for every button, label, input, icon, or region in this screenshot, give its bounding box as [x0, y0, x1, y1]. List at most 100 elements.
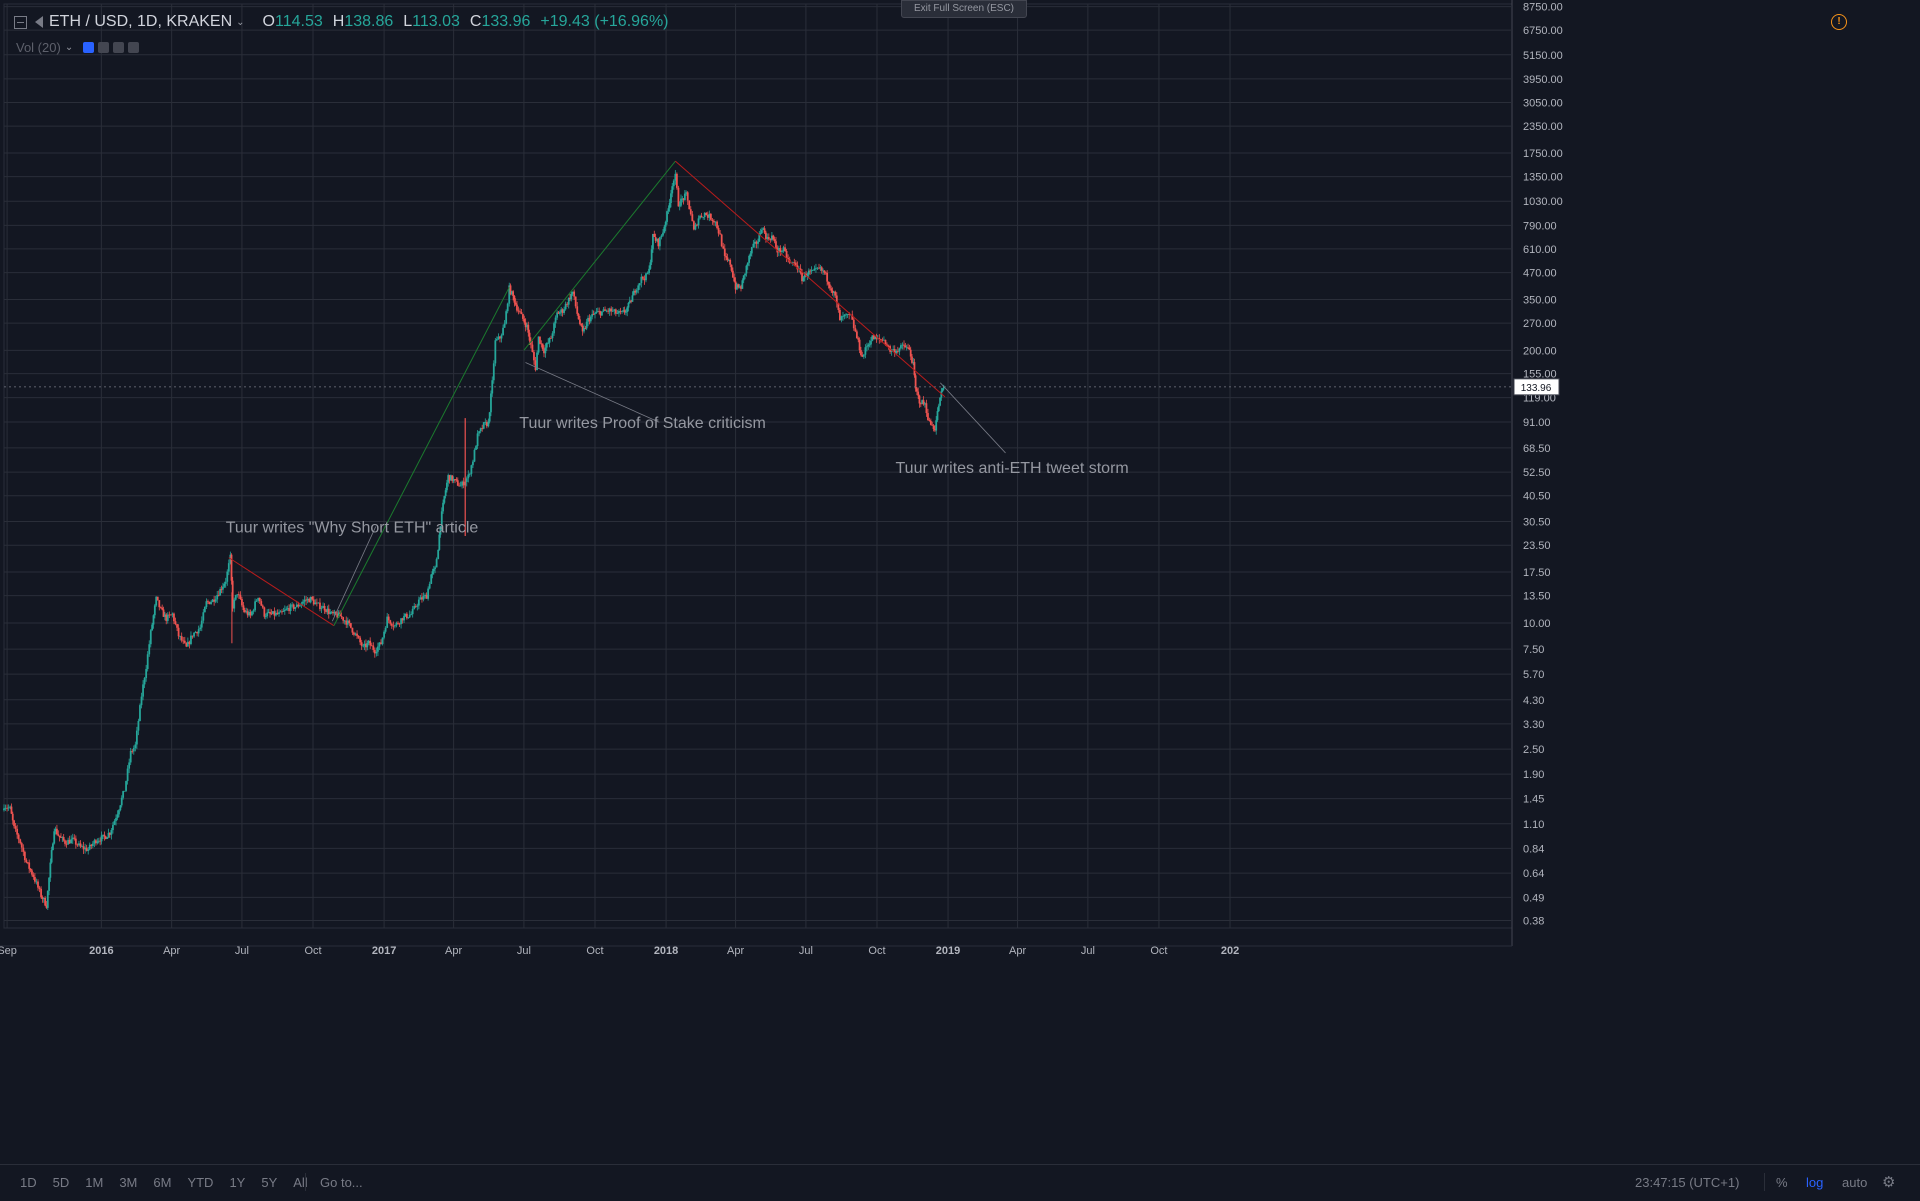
range-1m[interactable]: 1M: [85, 1175, 104, 1190]
candle-body: [917, 391, 920, 396]
candle-body: [378, 642, 381, 647]
candle-body: [845, 314, 847, 316]
candle-body: [327, 608, 330, 614]
candle-body: [904, 345, 907, 348]
candle-body: [837, 302, 840, 310]
candle-body: [176, 624, 178, 628]
candle-body: [672, 180, 675, 187]
percent-toggle[interactable]: %: [1776, 1175, 1788, 1190]
candle-body: [588, 317, 591, 322]
candle-body: [424, 594, 426, 597]
candle-body: [210, 601, 212, 605]
candle-body: [667, 208, 670, 212]
candle-body: [467, 474, 470, 479]
candle-body: [782, 247, 785, 252]
candle-body: [29, 868, 32, 871]
candle-body: [630, 300, 633, 302]
goto-button[interactable]: Go to...: [320, 1175, 363, 1190]
warning-icon[interactable]: !: [1831, 14, 1847, 30]
candle-body: [848, 313, 851, 315]
chevron-down-icon[interactable]: ⌄: [236, 16, 245, 28]
symbol-title[interactable]: ETH / USD, 1D, KRAKEN: [49, 13, 233, 30]
candle-body: [282, 610, 285, 612]
candle-body: [330, 611, 333, 613]
open-label: O: [262, 13, 275, 30]
chevron-down-icon[interactable]: ⌄: [64, 42, 74, 53]
candle-body: [925, 403, 928, 414]
auto-toggle[interactable]: auto: [1842, 1175, 1868, 1190]
exit-fullscreen-button[interactable]: Exit Full Screen (ESC): [901, 0, 1027, 18]
range-3m[interactable]: 3M: [119, 1175, 138, 1190]
candle-body: [519, 311, 521, 313]
candle-body: [34, 877, 36, 882]
close-icon[interactable]: [128, 42, 140, 53]
range-all[interactable]: All: [293, 1175, 308, 1190]
volume-indicator[interactable]: Vol (20) ⌄: [16, 40, 140, 55]
candle-body: [305, 599, 307, 601]
candle-body: [570, 293, 573, 300]
range-5y[interactable]: 5Y: [261, 1175, 278, 1190]
candle-body: [566, 303, 569, 305]
candle-body: [260, 601, 263, 606]
candle-body: [255, 600, 258, 602]
candle-body: [544, 347, 547, 354]
candle-body: [414, 606, 417, 607]
range-1d[interactable]: 1D: [20, 1175, 37, 1190]
candle-body: [291, 604, 294, 606]
range-1y[interactable]: 1Y: [229, 1175, 246, 1190]
candle-body: [340, 616, 343, 618]
collapse-icon[interactable]: [14, 15, 27, 29]
candle-body: [392, 625, 395, 627]
candle-body: [3, 808, 5, 811]
candle-body: [618, 311, 620, 314]
candle-body: [723, 248, 726, 256]
range-6m[interactable]: 6M: [153, 1175, 172, 1190]
candle-body: [806, 274, 809, 277]
candle-body: [860, 350, 862, 355]
candle-body: [448, 475, 451, 481]
candle-body: [886, 344, 888, 346]
candle-body: [491, 380, 494, 394]
candle-body: [473, 449, 476, 462]
eye-icon[interactable]: [83, 42, 95, 53]
candle-body: [468, 473, 471, 475]
candle-body: [634, 290, 637, 293]
candle-body: [367, 640, 370, 644]
candle-body: [912, 362, 915, 363]
y-tick-label: 119.00: [1523, 393, 1556, 405]
candle-body: [931, 424, 934, 426]
candle-body: [234, 594, 237, 600]
flag-icon[interactable]: [35, 16, 43, 28]
candle-body: [123, 790, 126, 792]
plus-icon[interactable]: [113, 42, 125, 53]
candle-body: [233, 599, 236, 609]
candle-body: [927, 413, 929, 421]
candle-body: [678, 205, 681, 207]
settings-icon[interactable]: [98, 42, 110, 53]
candle-body: [545, 343, 548, 348]
candle-body: [315, 602, 318, 604]
range-5d[interactable]: 5D: [52, 1175, 70, 1190]
x-tick-label: Jul: [799, 945, 813, 957]
candle-body: [432, 568, 435, 572]
price-chart[interactable]: Tuur writes "Why Short ETH" article Tuur …: [0, 0, 1920, 1164]
gear-icon[interactable]: ⚙: [1882, 1174, 1896, 1191]
y-tick-label: 4.30: [1523, 695, 1544, 707]
candle-body: [239, 594, 242, 599]
candle-body: [664, 221, 667, 227]
candle-body: [294, 607, 297, 609]
candle-body: [631, 295, 634, 302]
candle-body: [835, 295, 838, 303]
range-ytd[interactable]: YTD: [187, 1175, 214, 1190]
candle-body: [139, 705, 141, 721]
candle-body: [19, 839, 22, 844]
candle-body: [64, 840, 66, 844]
log-toggle[interactable]: log: [1806, 1175, 1824, 1190]
candle-body: [456, 480, 459, 486]
candle-body: [892, 349, 895, 351]
candle-body: [744, 273, 746, 276]
candle-body: [554, 317, 557, 324]
candle-body: [601, 311, 603, 316]
candle-body: [691, 214, 694, 222]
